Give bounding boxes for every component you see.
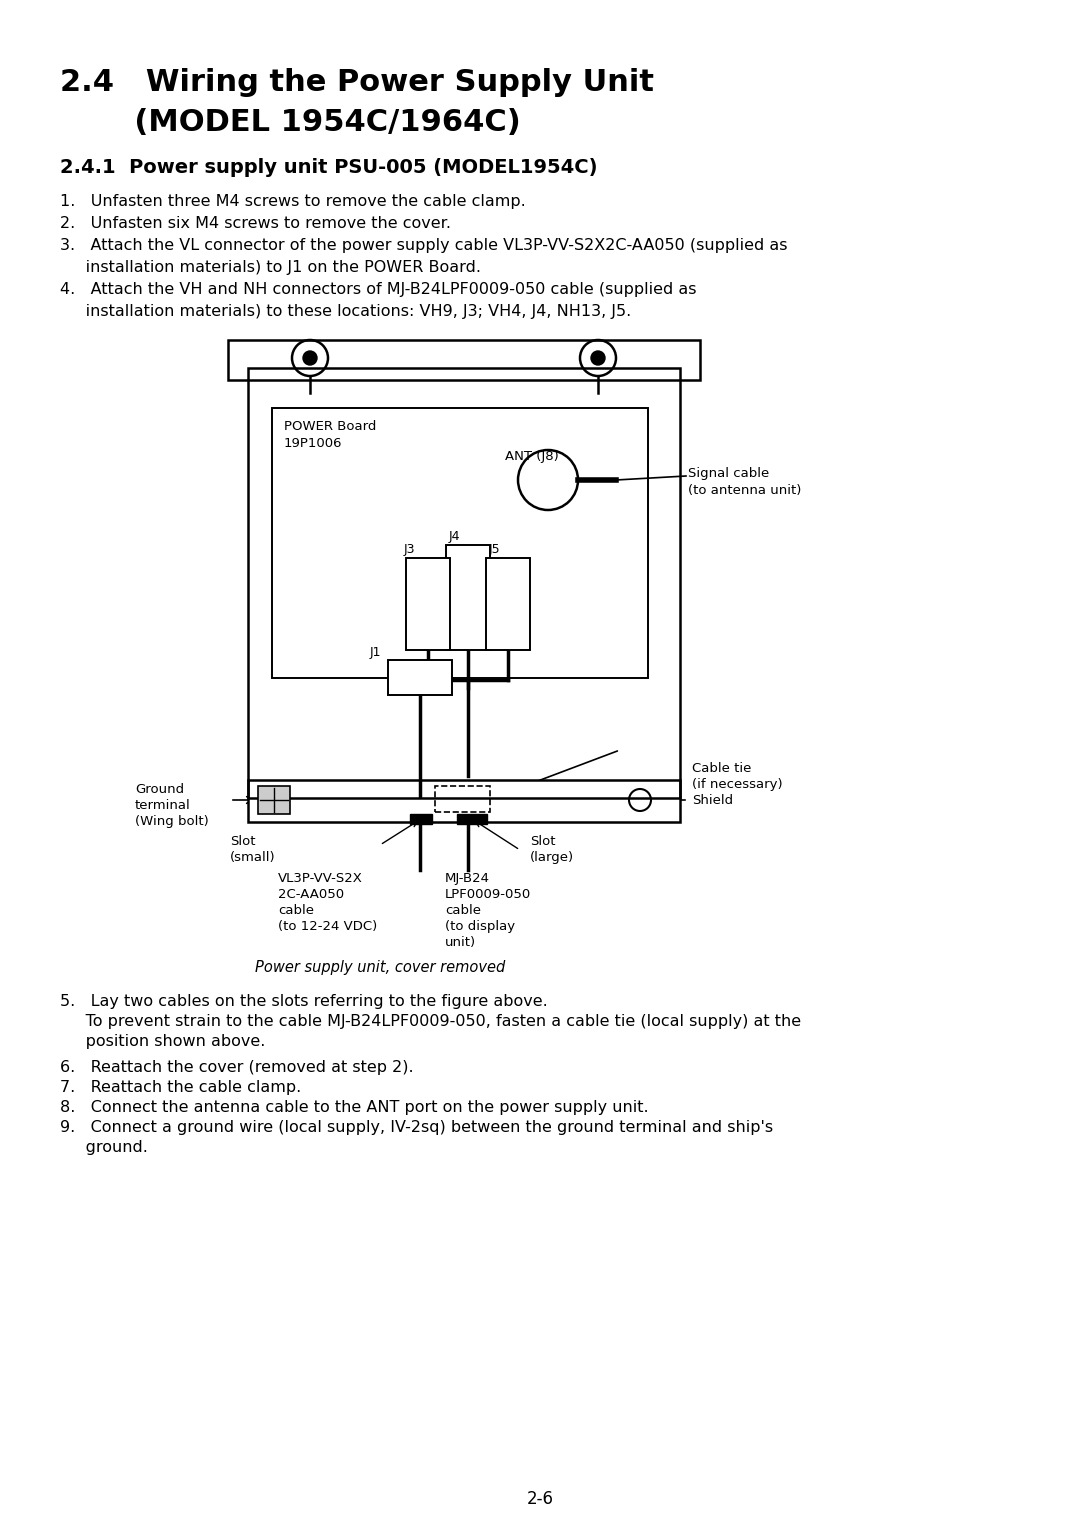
Text: Slot: Slot [530,834,555,848]
Text: 2.   Unfasten six M4 screws to remove the cover.: 2. Unfasten six M4 screws to remove the … [60,215,451,231]
Bar [272,408,648,678]
Text: 9.   Connect a ground wire (local supply, IV-2sq) between the ground terminal an: 9. Connect a ground wire (local supply, … [60,1120,773,1135]
Text: cable: cable [278,905,314,917]
Text: installation materials) to these locations: VH9, J3; VH4, J4, NH13, J5.: installation materials) to these locatio… [60,304,631,319]
Text: 1.   Unfasten three M4 screws to remove the cable clamp.: 1. Unfasten three M4 screws to remove th… [60,194,526,209]
Text: 4.   Attach the VH and NH connectors of MJ-B24LPF0009-050 cable (supplied as: 4. Attach the VH and NH connectors of MJ… [60,283,697,296]
Text: (to display: (to display [445,920,515,934]
Text: Signal cable: Signal cable [688,468,769,480]
Bar [248,779,680,822]
Text: MJ-B24: MJ-B24 [445,872,490,885]
Bar [406,558,450,649]
Bar [486,558,530,649]
Text: VL-3: VL-3 [394,665,421,678]
Text: J5: J5 [489,542,501,556]
Bar [410,814,432,824]
Text: (MODEL 1954C/1964C): (MODEL 1954C/1964C) [60,108,521,138]
Bar [258,785,291,814]
Text: V: V [411,562,419,575]
Bar [457,814,487,824]
Text: 3.   Attach the VL connector of the power supply cable VL3P-VV-S2X2C-AA050 (supp: 3. Attach the VL connector of the power … [60,238,787,254]
Text: 7.   Reattach the cable clamp.: 7. Reattach the cable clamp. [60,1080,301,1096]
Text: installation materials) to J1 on the POWER Board.: installation materials) to J1 on the POW… [60,260,481,275]
Text: ANT (J8): ANT (J8) [505,451,558,463]
Circle shape [303,351,318,365]
Text: VL3P-VV-S2X: VL3P-VV-S2X [278,872,363,885]
Bar [435,785,490,811]
Text: H: H [411,578,420,591]
Text: To prevent strain to the cable MJ-B24LPF0009-050, fasten a cable tie (local supp: To prevent strain to the cable MJ-B24LPF… [60,1015,801,1028]
Text: (to antenna unit): (to antenna unit) [688,484,801,497]
Text: 13: 13 [490,594,504,607]
Text: N: N [491,562,500,575]
Text: 2.4   Wiring the Power Supply Unit: 2.4 Wiring the Power Supply Unit [60,69,654,96]
Text: Slot: Slot [230,834,256,848]
Text: J3: J3 [404,542,416,556]
Text: 6.   Reattach the cover (removed at step 2).: 6. Reattach the cover (removed at step 2… [60,1060,414,1076]
Bar [388,660,453,695]
Bar [248,368,680,798]
Text: LPF0009-050: LPF0009-050 [445,888,531,902]
Circle shape [591,351,605,365]
Text: H: H [491,578,500,591]
Text: Ground: Ground [135,782,184,796]
Text: Shield: Shield [692,795,733,807]
Text: 5.   Lay two cables on the slots referring to the figure above.: 5. Lay two cables on the slots referring… [60,995,548,1008]
Text: H: H [451,565,460,578]
Text: J1: J1 [370,646,381,659]
Text: J4: J4 [449,530,460,542]
Text: cable: cable [445,905,481,917]
Text: POWER Board: POWER Board [284,420,376,432]
Text: Power supply unit, cover removed: Power supply unit, cover removed [255,960,505,975]
Text: ground.: ground. [60,1140,148,1155]
Text: 2.4.1  Power supply unit PSU-005 (MODEL1954C): 2.4.1 Power supply unit PSU-005 (MODEL19… [60,157,597,177]
Text: (small): (small) [230,851,275,863]
Text: 2C-AA050: 2C-AA050 [278,888,345,902]
Text: 19P1006: 19P1006 [284,437,342,451]
Text: 4: 4 [451,581,459,594]
Bar [228,341,700,380]
Text: position shown above.: position shown above. [60,1034,266,1050]
Text: 8.   Connect the antenna cable to the ANT port on the power supply unit.: 8. Connect the antenna cable to the ANT … [60,1100,649,1115]
Text: (to 12-24 VDC): (to 12-24 VDC) [278,920,377,934]
Text: Cable tie: Cable tie [692,762,752,775]
Text: 2-6: 2-6 [527,1490,554,1508]
Text: terminal: terminal [135,799,191,811]
Text: (if necessary): (if necessary) [692,778,783,792]
Bar [446,545,490,649]
Text: unit): unit) [445,937,476,949]
Text: (large): (large) [530,851,575,863]
Text: 9: 9 [411,594,419,607]
Text: (Wing bolt): (Wing bolt) [135,814,208,828]
Text: V: V [451,549,459,562]
